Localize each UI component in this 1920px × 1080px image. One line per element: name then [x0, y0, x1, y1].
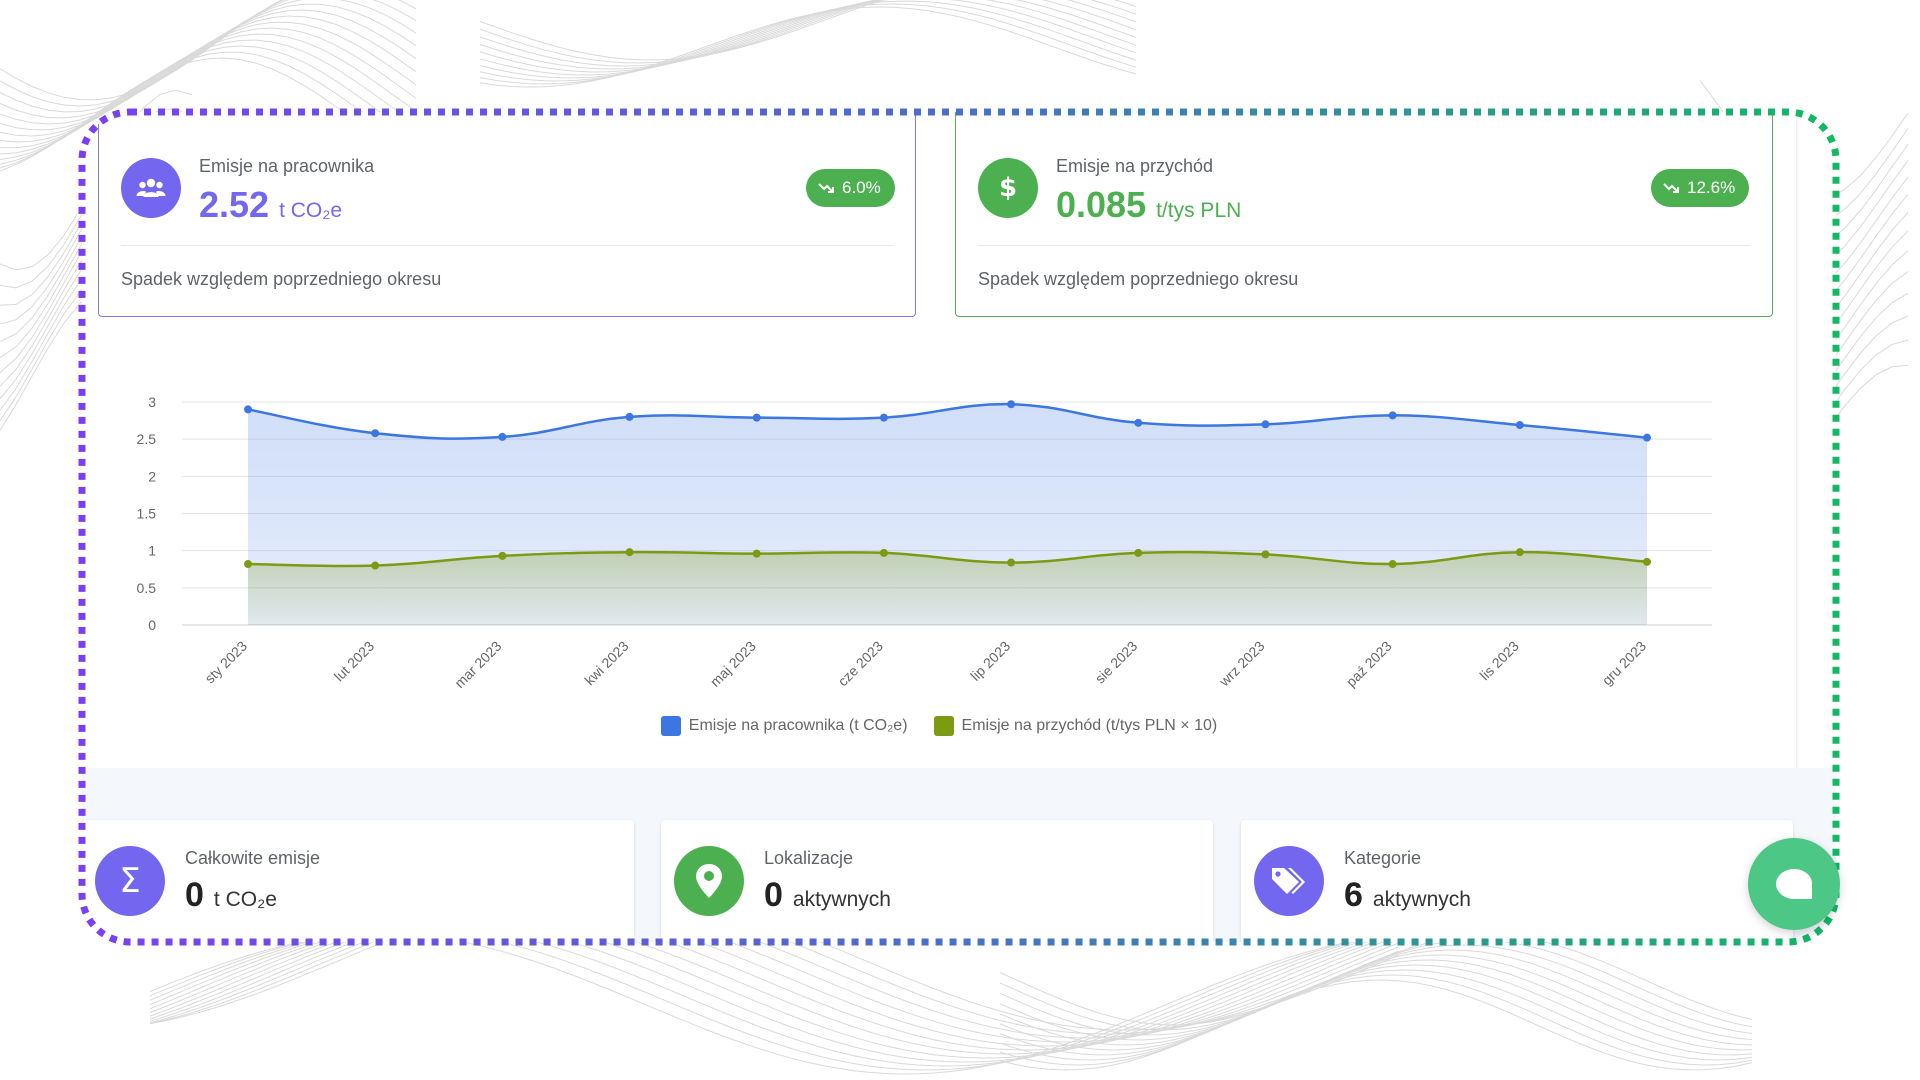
data-point: [1007, 558, 1016, 567]
stat-label: Całkowite emisje: [185, 848, 321, 868]
y-tick-label: 1.5: [137, 506, 157, 522]
stat-unit: aktywnych: [792, 888, 891, 911]
x-tick-label: paź 2023: [1343, 638, 1395, 690]
background-wave-line: [479, 0, 1137, 76]
stat-value: 0 t CO₂e: [185, 876, 277, 915]
background-wave-line: [0, 0, 417, 107]
background-wave-line: [999, 964, 1753, 1056]
stat-number: 0: [764, 876, 783, 914]
tags-icon: [1254, 846, 1324, 916]
background-wave-line: [999, 939, 1753, 1031]
legend-swatch: [933, 716, 954, 736]
background-wave-line: [0, 0, 417, 113]
y-tick-label: 2.5: [137, 431, 157, 447]
background-wave-line: [999, 979, 1753, 1071]
emissions-intensity-panel: Emisje na pracownika 2.52 t CO₂e 6.0% Sp…: [82, 112, 1796, 768]
stat-card-locations: Lokalizacje 0 aktywnych: [661, 820, 1213, 942]
chat-button[interactable]: [1748, 838, 1840, 930]
background-wave-line: [0, 21, 417, 143]
x-tick-label: lip 2023: [967, 638, 1013, 684]
y-tick-label: 3: [148, 394, 156, 410]
stat-label: Lokalizacje: [764, 848, 854, 868]
background-wave-line: [479, 0, 1137, 79]
x-tick-label: sie 2023: [1092, 638, 1141, 687]
data-point: [1007, 400, 1016, 409]
x-tick-label: cze 2023: [835, 638, 887, 690]
y-tick-label: 0: [148, 617, 156, 633]
background-wave-line: [479, 0, 1137, 67]
data-point: [371, 561, 380, 570]
background-wave-line: [999, 954, 1753, 1046]
background-wave-line: [479, 0, 1137, 61]
data-point: [1515, 421, 1524, 430]
map-pin-icon: [674, 846, 744, 916]
background-wave-line: [0, 51, 417, 169]
data-point: [1388, 411, 1397, 420]
y-tick-label: 0.5: [137, 580, 157, 596]
x-tick-label: lut 2023: [331, 638, 378, 685]
background-wave-line: [479, 0, 1137, 70]
stat-number: 0: [185, 876, 204, 914]
background-wave-line: [479, 6, 1137, 88]
data-point: [1261, 420, 1270, 429]
data-point: [244, 560, 252, 569]
data-point: [498, 551, 507, 560]
background-wave-line: [999, 959, 1753, 1051]
data-point: [498, 432, 507, 441]
data-point: [1134, 548, 1143, 557]
stat-label: Kategorie: [1344, 848, 1422, 868]
stat-card-total-emissions: Σ Całkowite emisje 0 t CO₂e: [82, 820, 634, 942]
data-point: [1643, 433, 1651, 442]
x-tick-label: mar 2023: [451, 638, 504, 691]
data-point: [752, 413, 761, 422]
y-tick-label: 1: [148, 543, 156, 559]
stat-value: 0 aktywnych: [764, 876, 891, 915]
x-tick-label: sty 2023: [201, 638, 250, 687]
legend-label: Emisje na pracownika (t CO₂e): [688, 717, 908, 734]
background-wave-line: [149, 929, 1399, 1071]
background-wave-line: [0, 0, 283, 101]
stat-value: 6 aktywnych: [1344, 876, 1471, 915]
background-wave-line: [999, 969, 1753, 1061]
chart-legend: Emisje na pracownika (t CO₂e) Emisje na …: [82, 716, 1796, 736]
background-wave-line: [999, 974, 1753, 1066]
series-area-2: [248, 552, 1647, 625]
data-point: [879, 413, 888, 422]
data-point: [1134, 418, 1143, 427]
data-point: [1261, 550, 1270, 559]
background-wave-line: [999, 944, 1753, 1036]
data-point: [1388, 560, 1397, 569]
stat-unit: aktywnych: [1372, 888, 1471, 911]
stat-number: 6: [1344, 876, 1363, 914]
legend-item-per-revenue[interactable]: Emisje na przychód (t/tys PLN × 10): [933, 716, 1218, 736]
data-point: [244, 405, 252, 414]
data-point: [752, 549, 761, 558]
background-wave-line: [999, 949, 1753, 1041]
legend-label: Emisje na przychód (t/tys PLN × 10): [961, 717, 1218, 734]
legend-swatch: [660, 716, 681, 736]
sigma-icon: Σ: [95, 846, 165, 916]
data-point: [879, 548, 888, 557]
emissions-chart: 0 0.5 1 1.5 2 2.5 3 sty 2023 lut 2023 mar 2023 kwi…: [137, 394, 1712, 691]
x-tick-label: lis 2023: [1476, 638, 1522, 684]
x-tick-label: maj 2023: [707, 638, 759, 690]
x-tick-label: gru 2023: [1599, 638, 1650, 689]
data-point: [371, 429, 380, 438]
stat-card-categories: Kategorie 6 aktywnych: [1241, 820, 1793, 942]
x-tick-label: wrz 2023: [1215, 638, 1267, 690]
data-point: [625, 412, 634, 421]
data-point: [1515, 548, 1524, 557]
background-wave-line: [479, 0, 1137, 73]
data-point: [1643, 557, 1651, 566]
background-wave-line: [149, 933, 1399, 1075]
data-point: [625, 548, 634, 557]
dashboard-panel: Emisje na pracownika 2.52 t CO₂e 6.0% Sp…: [82, 112, 1836, 942]
legend-item-per-employee[interactable]: Emisje na pracownika (t CO₂e): [660, 716, 908, 736]
background-wave-line: [149, 921, 1399, 1063]
stat-unit: t CO₂e: [213, 888, 277, 911]
background-wave-line: [479, 0, 1137, 64]
chat-icon: [1776, 869, 1812, 899]
y-tick-label: 2: [148, 468, 156, 484]
x-tick-label: kwi 2023: [581, 638, 632, 689]
